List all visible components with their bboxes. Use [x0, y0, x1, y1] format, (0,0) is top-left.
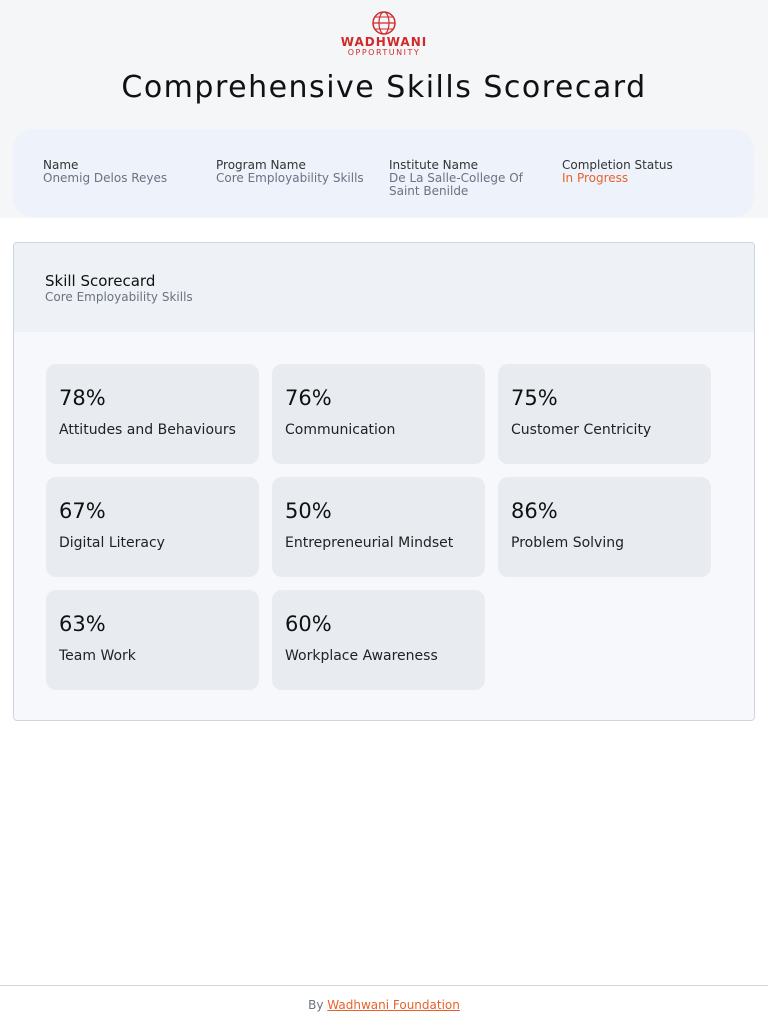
logo-title: WADHWANI — [340, 35, 428, 49]
footer-prefix: By — [308, 998, 324, 1012]
skill-card: 75% Customer Centricity — [498, 364, 711, 464]
skill-score: 63% — [59, 612, 106, 636]
skill-name: Team Work — [59, 648, 136, 664]
info-field: Name Onemig Delos Reyes — [43, 159, 209, 185]
skill-card: 63% Team Work — [46, 590, 259, 690]
skill-score: 86% — [511, 499, 558, 523]
scorecard-header: Skill Scorecard Core Employability Skill… — [14, 243, 754, 332]
skill-name: Customer Centricity — [511, 422, 652, 438]
info-value: Onemig Delos Reyes — [43, 171, 168, 185]
info-value: In Progress — [562, 171, 629, 185]
skill-score: 78% — [59, 386, 106, 410]
scorecard-title: Skill Scorecard — [45, 272, 156, 290]
skill-card: 86% Problem Solving — [498, 477, 711, 577]
logo: WADHWANI OPPORTUNITY — [334, 10, 434, 62]
page-title: Comprehensive Skills Scorecard — [121, 70, 647, 105]
skill-name: Communication — [285, 422, 396, 438]
info-field: Program Name Core Employability Skills — [216, 159, 382, 185]
logo-subtitle: OPPORTUNITY — [347, 48, 421, 57]
info-label: Completion Status — [562, 158, 673, 172]
logo-globe — [372, 11, 396, 35]
footer: By Wadhwani Foundation — [0, 985, 768, 1025]
header: WADHWANI OPPORTUNITY Comprehensive Skill… — [0, 0, 768, 218]
skill-card: 60% Workplace Awareness — [272, 590, 485, 690]
info-field: Institute Name De La Salle-College Of Sai… — [389, 159, 555, 198]
info-label: Institute Name — [389, 158, 479, 172]
info-field: Completion Status In Progress — [562, 159, 728, 185]
skill-score: 76% — [285, 386, 332, 410]
footer-link[interactable]: Wadhwani Foundation — [327, 998, 460, 1012]
scorecard-subtitle: Core Employability Skills — [45, 290, 193, 304]
skill-name: Digital Literacy — [59, 535, 165, 551]
scorecard: Skill Scorecard Core Employability Skill… — [13, 242, 755, 721]
skill-name: Workplace Awareness — [285, 648, 438, 664]
info-label: Program Name — [216, 158, 306, 172]
skill-name: Attitudes and Behaviours — [59, 422, 236, 438]
skill-score: 50% — [285, 499, 332, 523]
skill-name: Problem Solving — [511, 535, 624, 551]
info-label: Name — [43, 158, 79, 172]
skill-card: 67% Digital Literacy — [46, 477, 259, 577]
skill-name: Entrepreneurial Mindset — [285, 535, 454, 551]
skill-score: 60% — [285, 612, 332, 636]
skill-card: 50% Entrepreneurial Mindset — [272, 477, 485, 577]
info-value: Core Employability Skills — [216, 171, 364, 185]
info-value: De La Salle-College Of Saint Benilde — [389, 171, 523, 198]
info-panel: Name Onemig Delos Reyes Program Name Core E… — [13, 129, 754, 217]
skill-card: 76% Communication — [272, 364, 485, 464]
skill-score: 75% — [511, 386, 558, 410]
skill-score: 67% — [59, 499, 106, 523]
skill-card: 78% Attitudes and Behaviours — [46, 364, 259, 464]
